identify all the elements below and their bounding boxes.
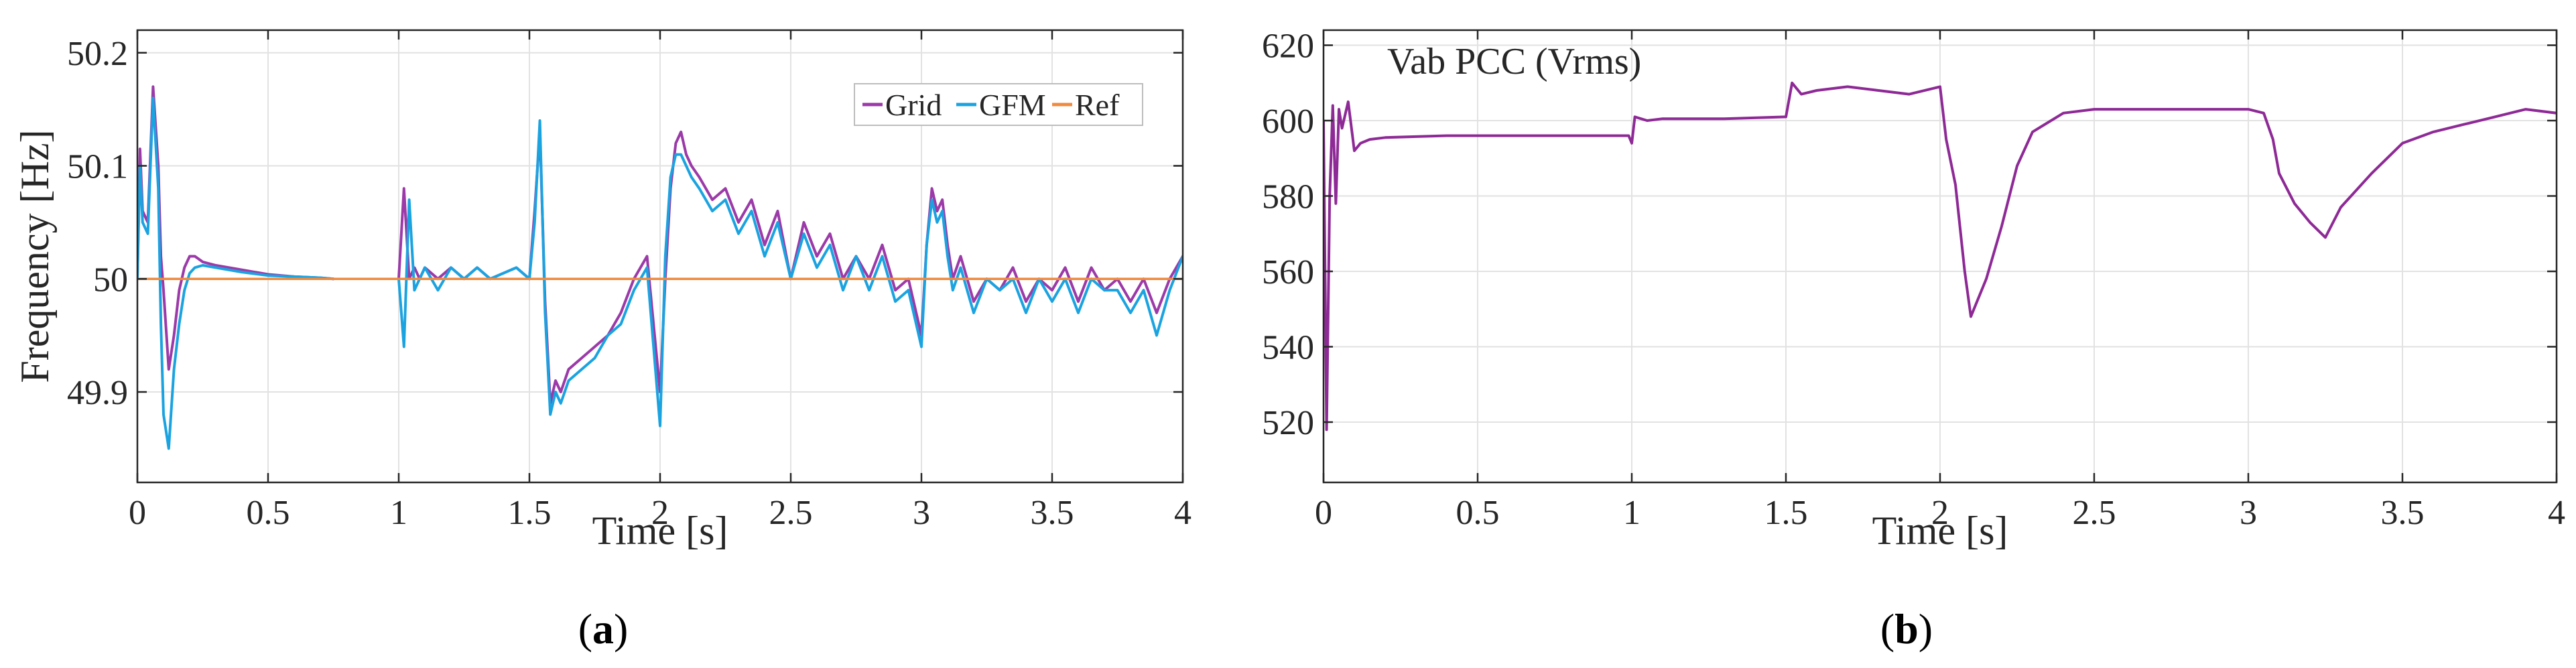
- x-tick-label: 0: [129, 494, 146, 532]
- x-tick-label: 1.5: [508, 494, 552, 532]
- x-tick-label: 0.5: [247, 494, 290, 532]
- chart-annotation: Vab PCC (Vrms): [1387, 41, 1641, 82]
- x-tick-label: 2.5: [769, 494, 813, 532]
- y-tick-label: 580: [1262, 178, 1314, 216]
- legend: Grid GFM Ref: [854, 83, 1143, 126]
- series-group: [1324, 81, 2557, 431]
- y-tick-label: 49.9: [67, 374, 128, 412]
- x-tick-label: 1.5: [1764, 494, 1808, 532]
- x-tick-label: 1: [390, 494, 407, 532]
- panel-caption-letter: a: [592, 605, 614, 653]
- y-tick-label: 520: [1262, 404, 1314, 442]
- legend-label-grid: Grid: [885, 88, 942, 122]
- series-group: [137, 85, 1183, 450]
- panel-caption: (b): [1880, 605, 1933, 653]
- legend-box: [854, 83, 1143, 126]
- y-tick-label: 600: [1262, 103, 1314, 141]
- series-line-gfm: [137, 96, 1183, 450]
- x-tick-label: 2.5: [2073, 494, 2116, 532]
- y-tick-label: 50.1: [67, 148, 128, 186]
- x-tick-label: 2: [1931, 494, 1949, 532]
- voltage-chart: 0 0.5 1 1.5 2 2.5 3 3.5 4 520 540 560 580 600 620 Time …: [1262, 27, 2565, 653]
- y-tick-label: 620: [1262, 27, 1314, 66]
- x-tick-label: 3: [2240, 494, 2257, 532]
- x-tick-label: 0.5: [1456, 494, 1500, 532]
- x-axis-label: Time [s]: [592, 509, 728, 553]
- panel-caption: (a): [578, 605, 629, 653]
- frequency-chart: 0 0.5 1 1.5 2 2.5 3 3.5 4 49.9 50 50.1 50.2 Time [s] F…: [13, 29, 1192, 653]
- x-axis-label: Time [s]: [1872, 509, 2008, 553]
- x-tick-label: 3: [913, 494, 930, 532]
- series-line-vab-pcc: [1324, 81, 2557, 431]
- y-axis-label: Frequency [Hz]: [13, 129, 57, 383]
- y-tick-label: 50: [93, 261, 128, 299]
- x-tick-label: 2: [651, 494, 669, 532]
- y-tick-label: 50.2: [67, 35, 128, 73]
- x-tick-label: 4: [2548, 494, 2565, 532]
- legend-label-gfm: GFM: [979, 88, 1046, 122]
- x-tick-label: 1: [1623, 494, 1640, 532]
- legend-label-ref: Ref: [1075, 88, 1120, 122]
- panel-caption-letter: b: [1894, 605, 1919, 653]
- x-tick-label: 3.5: [2381, 494, 2425, 532]
- x-tick-label: 3.5: [1031, 494, 1074, 532]
- x-tick-label: 4: [1174, 494, 1192, 532]
- x-tick-label: 0: [1315, 494, 1332, 532]
- y-tick-label: 560: [1262, 253, 1314, 291]
- y-tick-label: 540: [1262, 329, 1314, 367]
